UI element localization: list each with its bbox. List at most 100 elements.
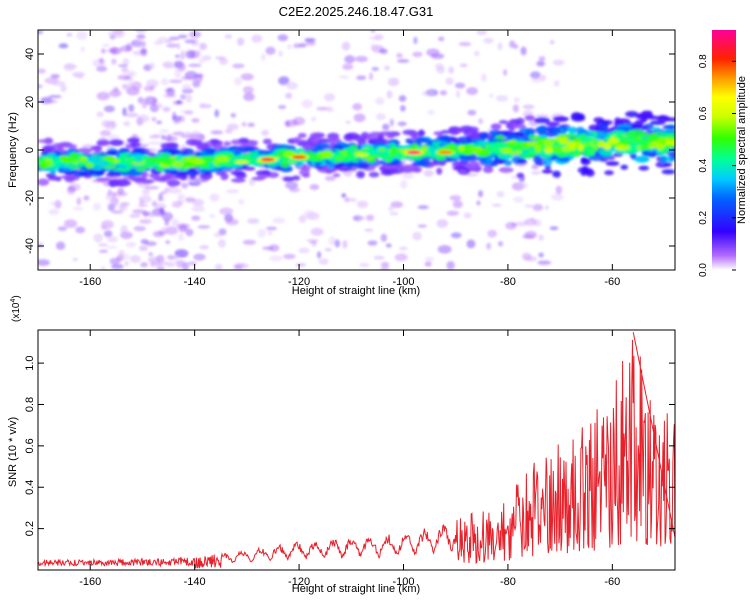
spectrogram-band-blob — [118, 147, 131, 154]
spectrogram-noise-blob — [463, 212, 472, 219]
spectrogram-noise-blob — [478, 190, 484, 198]
spectrogram-band-blob — [535, 126, 547, 133]
spectrogram-band-blob — [570, 112, 582, 120]
spectrogram-noise-blob — [237, 37, 245, 46]
spectrogram-content — [38, 30, 675, 270]
spectrogram-band-blob — [309, 132, 326, 139]
spectrogram-noise-blob — [448, 66, 454, 74]
snr-xtick-label: -140 — [184, 576, 206, 588]
spectrogram-noise-blob — [123, 254, 130, 260]
spectrogram-noise-blob — [117, 74, 132, 81]
spectrogram-noise-blob — [174, 249, 189, 258]
spectrogram-noise-blob — [198, 58, 205, 64]
spectrogram-noise-blob — [165, 240, 171, 245]
spectrogram-band-blob — [434, 154, 447, 161]
spectrogram-noise-blob — [141, 188, 151, 195]
spectrogram-band-blob — [220, 175, 228, 181]
spectrogram-noise-blob — [234, 77, 242, 86]
spectrogram-noise-blob — [101, 48, 106, 54]
snr-ytick-label: 0.4 — [24, 480, 36, 495]
spectrogram-noise-blob — [175, 54, 180, 58]
spectrogram-band-blob — [507, 135, 520, 141]
spectrogram-band-blob — [614, 117, 621, 125]
spectrogram-noise-blob — [160, 77, 169, 86]
spectrogram-noise-blob — [316, 106, 330, 111]
spectrogram-band-blob — [377, 160, 387, 165]
spectrogram-xlabel: Height of straight line (km) — [292, 285, 420, 297]
spectrogram-noise-blob — [317, 251, 322, 259]
spectrogram-noise-blob — [240, 73, 254, 81]
spectrogram-noise-blob — [156, 260, 169, 266]
spectrogram-noise-blob — [238, 198, 245, 205]
spectrogram-band-blob — [573, 137, 581, 143]
spectrogram-noise-blob — [538, 252, 544, 258]
spectrogram-band-blob — [326, 162, 335, 170]
spectrogram-peak — [260, 157, 275, 162]
spectrogram-noise-blob — [242, 239, 257, 245]
spectrogram-noise-blob — [268, 244, 280, 252]
spectrogram-noise-blob — [93, 233, 104, 243]
spectrogram-noise-blob — [298, 247, 310, 254]
spectrogram-noise-blob — [123, 121, 131, 127]
spectrogram-band-blob — [562, 151, 576, 156]
spectrogram-noise-blob — [147, 141, 162, 146]
spectrogram-noise-blob — [226, 123, 239, 131]
spectrogram-noise-blob — [57, 226, 68, 232]
spectrogram-band-blob — [52, 142, 66, 149]
spectrogram-noise-blob — [370, 30, 376, 33]
spectrogram-noise-blob — [154, 203, 167, 210]
spectrogram-noise-blob — [132, 209, 147, 214]
spectrogram-noise-blob — [538, 234, 544, 241]
spectrogram-noise-blob — [466, 239, 476, 249]
spectrogram-noise-blob — [267, 231, 273, 236]
snr-axes: -160 -140 -120 -100 -80 -60 0.2 0.4 0.6 0.8 1.0 — [24, 330, 675, 588]
spectrogram-noise-blob — [373, 255, 385, 260]
spectrogram-noise-blob — [251, 34, 263, 43]
spectrogram-noise-blob — [342, 239, 348, 249]
spectrogram-band-blob — [301, 165, 311, 171]
spectrogram-band-blob — [411, 166, 419, 173]
spectrogram-band-blob — [656, 137, 668, 143]
spectrogram-band-blob — [524, 115, 536, 121]
spectrogram-noise-blob — [535, 114, 549, 118]
spectrogram-noise-blob — [326, 106, 334, 113]
spectrogram-noise-blob — [176, 197, 184, 206]
spectrogram-noise-blob — [513, 196, 524, 203]
spectrogram-noise-blob — [380, 261, 390, 268]
spectrogram-noise-blob — [438, 36, 445, 42]
spectrogram-noise-blob — [149, 134, 160, 139]
spectrogram-xtick-label: -120 — [288, 276, 310, 288]
spectrogram-noise-blob — [38, 242, 44, 248]
spectrogram-noise-blob — [503, 69, 508, 76]
spectrogram-noise-blob — [178, 232, 184, 242]
snr-xtick-label: -160 — [79, 576, 101, 588]
spectrogram-noise-blob — [261, 129, 270, 136]
spectrogram-band-blob — [142, 150, 149, 155]
spectrogram-noise-blob — [99, 57, 104, 64]
spectrogram-noise-blob — [161, 212, 174, 222]
spectrogram-noise-blob — [38, 30, 44, 35]
spectrogram-band-blob — [315, 143, 329, 149]
spectrogram-noise-blob — [512, 104, 519, 113]
spectrogram-noise-blob — [187, 261, 197, 266]
spectrogram-band-blob — [395, 152, 405, 159]
spectrogram-noise-blob — [450, 232, 462, 239]
spectrogram-noise-blob — [60, 84, 67, 93]
spectrogram-band-blob — [79, 158, 88, 163]
spectrogram-xtick-label: -160 — [79, 276, 101, 288]
spectrogram-noise-blob — [532, 203, 544, 212]
spectrogram-noise-blob — [196, 73, 204, 79]
spectrogram-band-blob — [510, 144, 523, 151]
spectrogram-noise-blob — [398, 95, 407, 102]
spectrogram-band-blob — [479, 132, 489, 140]
spectrogram-band-blob — [209, 139, 220, 144]
spectrogram-band — [38, 110, 675, 188]
spectrogram-noise-blob — [278, 76, 290, 86]
spectrogram-noise-blob — [389, 118, 394, 127]
spectrogram-band-blob — [611, 130, 627, 137]
spectrogram-noise-blob — [352, 103, 363, 111]
spectrogram-band-blob — [125, 158, 137, 163]
spectrogram-noise-blob — [358, 262, 370, 268]
spectrogram-band-blob — [595, 131, 608, 136]
spectrogram-band-blob — [131, 177, 146, 182]
